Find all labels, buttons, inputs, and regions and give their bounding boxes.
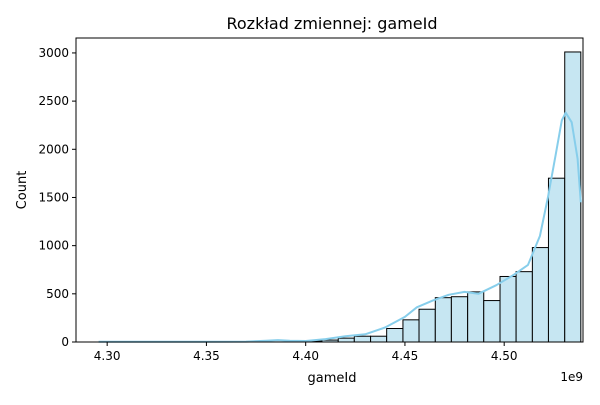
y-tick-label-3000: 3000 [38, 46, 69, 60]
x-tick-label-4.35: 4.35 [193, 349, 220, 363]
histogram-bar-9 [434, 297, 452, 343]
bars-layer [305, 51, 582, 343]
x-tick-label-4.50: 4.50 [491, 349, 518, 363]
histogram-bar-14 [515, 271, 533, 343]
chart-title: Rozkład zmiennej: gameId [226, 14, 437, 33]
x-axis-offset-label: 1e9 [560, 370, 583, 384]
histogram-bar-17 [564, 51, 582, 343]
x-tick-label-4.40: 4.40 [292, 349, 319, 363]
histogram-bar-3 [337, 337, 355, 343]
histogram-bar-6 [386, 328, 404, 343]
y-axis-label: Count [15, 171, 30, 210]
y-tick-label-2000: 2000 [38, 142, 69, 156]
plot-frame [75, 37, 584, 343]
y-tick-label-1000: 1000 [38, 239, 69, 253]
histogram-bar-13 [499, 275, 517, 343]
x-tick-label-4.45: 4.45 [392, 349, 419, 363]
kde-curve [98, 111, 582, 343]
histogram-bar-4 [353, 335, 372, 343]
histogram-bar-10 [450, 296, 469, 343]
kde-layer [98, 111, 582, 343]
histogram-bar-5 [370, 335, 388, 343]
y-tick-label-1500: 1500 [38, 190, 69, 204]
axes-layer: 4.30 4.35 4.40 4.45 4.50 0 500 1000 1500 2000 2500… [38, 37, 584, 363]
x-tick-label-4.30: 4.30 [94, 349, 121, 363]
histogram-bar-16 [547, 177, 566, 343]
y-tick-label-2500: 2500 [38, 94, 69, 108]
histogram-bar-11 [467, 291, 485, 343]
x-axis-label: gameId [308, 371, 357, 386]
histogram-bar-12 [483, 300, 501, 343]
y-tick-label-0: 0 [61, 335, 69, 349]
histogram-bar-15 [531, 247, 549, 343]
histogram-bar-7 [402, 319, 420, 343]
y-tick-label-500: 500 [46, 287, 69, 301]
histogram-bar-8 [418, 308, 436, 343]
